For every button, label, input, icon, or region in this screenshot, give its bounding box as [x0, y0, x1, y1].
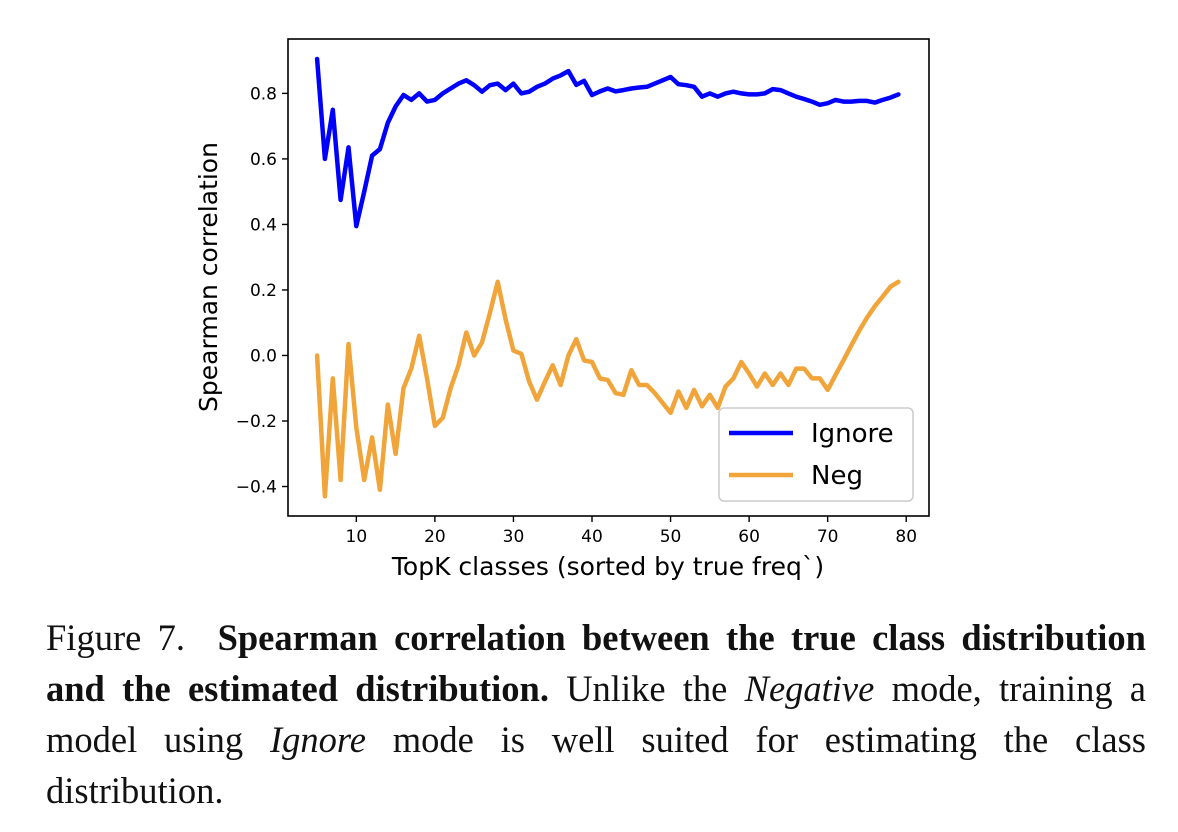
- caption-ignore-term: Ignore: [269, 719, 366, 760]
- figure-caption: Figure 7. Spearman correlation between t…: [46, 612, 1146, 816]
- caption-figure-label: Figure 7.: [46, 617, 185, 658]
- y-tick-label: 0.8: [250, 84, 277, 104]
- x-tick-label: 50: [660, 527, 682, 547]
- legend: Ignore Neg: [718, 407, 914, 502]
- x-tick-label: 30: [503, 527, 525, 547]
- x-tick-label: 40: [581, 527, 603, 547]
- legend-items: Ignore Neg: [729, 419, 894, 491]
- x-axis-ticks: 10 20 30 40 50 60 70 80: [346, 516, 917, 547]
- legend-label-neg: Neg: [811, 461, 863, 491]
- series-line-ignore: [314, 56, 901, 229]
- caption-text-2: mode, training a model using: [46, 668, 1147, 760]
- series-layer: [314, 56, 901, 499]
- y-tick-label: 0.4: [250, 215, 277, 235]
- chart-figure: 10 20 30 40 50 60 70 80 −0.4 −0.2 0.0 0.2 0.4 0.6 0.8…: [194, 38, 930, 581]
- x-tick-label: 20: [424, 527, 446, 547]
- x-tick-label: 70: [817, 527, 839, 547]
- y-tick-label: 0.2: [250, 281, 277, 301]
- x-tick-label: 60: [738, 527, 760, 547]
- y-tick-label: −0.2: [236, 412, 277, 432]
- plot-area: [287, 38, 930, 517]
- y-axis-label: Spearman correlation: [194, 142, 223, 412]
- x-axis-label: TopK classes (sorted by true freq`): [391, 552, 824, 581]
- legend-label-ignore: Ignore: [811, 419, 894, 449]
- caption-text-1: Unlike the: [548, 668, 745, 709]
- caption-text-3: mode is well suited for estimating the c…: [46, 719, 1146, 811]
- x-tick-label: 10: [346, 527, 368, 547]
- series-line-neg: [314, 279, 901, 499]
- y-tick-label: 0.0: [250, 346, 277, 366]
- caption-negative-term: Negative: [744, 668, 875, 709]
- y-axis-ticks: −0.4 −0.2 0.0 0.2 0.4 0.6 0.8: [236, 84, 288, 498]
- caption-title: Spearman correlation between the true cl…: [46, 617, 1146, 709]
- y-tick-label: 0.6: [250, 150, 277, 170]
- x-tick-label: 80: [895, 527, 917, 547]
- y-tick-label: −0.4: [236, 478, 277, 498]
